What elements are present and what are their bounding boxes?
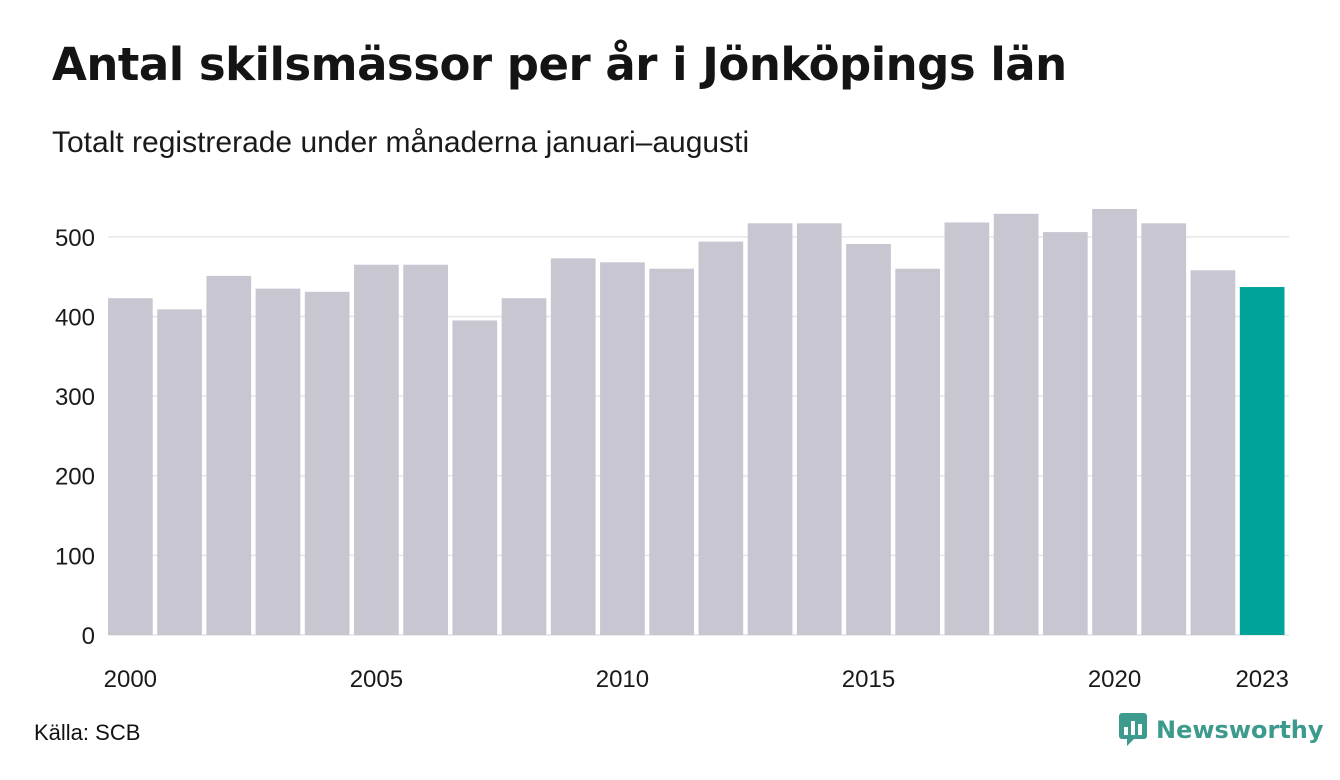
chart-speech-bubble-icon <box>1119 713 1147 746</box>
bar-2018 <box>993 213 1039 635</box>
x-tick-label: 2023 <box>1235 666 1288 693</box>
bar-2001 <box>157 309 202 635</box>
y-tick-label: 400 <box>55 304 95 331</box>
bar-2015 <box>846 244 891 635</box>
bar-2004 <box>304 291 350 635</box>
bar-2017 <box>944 222 990 635</box>
bar-2020 <box>1092 208 1137 636</box>
bar-2019 <box>1042 232 1088 635</box>
x-axis-labels: 2000 2005 2010 2015 2020 2023 <box>104 666 1289 693</box>
newsworthy-logo: Newsworthy <box>1118 712 1324 748</box>
x-tick-label: 2000 <box>104 666 157 693</box>
x-tick-label: 2020 <box>1088 666 1141 693</box>
bar-2000 <box>108 298 153 635</box>
chart-subtitle: Totalt registrerade under månaderna janu… <box>52 126 750 159</box>
bar-2010 <box>600 262 645 635</box>
bar-2014 <box>796 223 842 635</box>
bar-2022 <box>1190 270 1236 635</box>
bar-2006 <box>403 264 448 635</box>
x-tick-label: 2010 <box>596 666 649 693</box>
bar-2023 <box>1239 287 1285 635</box>
bar-2009 <box>550 258 596 635</box>
y-axis-labels: 0 100 200 300 400 500 <box>55 225 95 650</box>
y-tick-label: 200 <box>55 464 95 491</box>
y-tick-label: 100 <box>55 543 95 570</box>
x-tick-label: 2005 <box>350 666 403 693</box>
bar-2012 <box>698 241 744 635</box>
bar-2021 <box>1141 223 1187 635</box>
chart-title: Antal skilsmässor per år i Jönköpings lä… <box>52 38 1067 91</box>
bar-2013 <box>747 223 793 635</box>
y-tick-label: 300 <box>55 384 95 411</box>
bar-2016 <box>895 268 941 635</box>
bar-2008 <box>501 298 547 635</box>
x-tick-label: 2015 <box>842 666 895 693</box>
bar-2002 <box>206 275 252 635</box>
source-note: Källa: SCB <box>34 720 141 745</box>
bar-2011 <box>649 268 694 635</box>
bar-2005 <box>354 264 399 635</box>
y-tick-label: 500 <box>55 225 95 252</box>
brand-name: Newsworthy <box>1156 716 1324 744</box>
bar-2007 <box>452 320 498 635</box>
bars <box>108 208 1285 636</box>
y-tick-label: 0 <box>82 623 95 650</box>
bar-2003 <box>255 288 301 635</box>
